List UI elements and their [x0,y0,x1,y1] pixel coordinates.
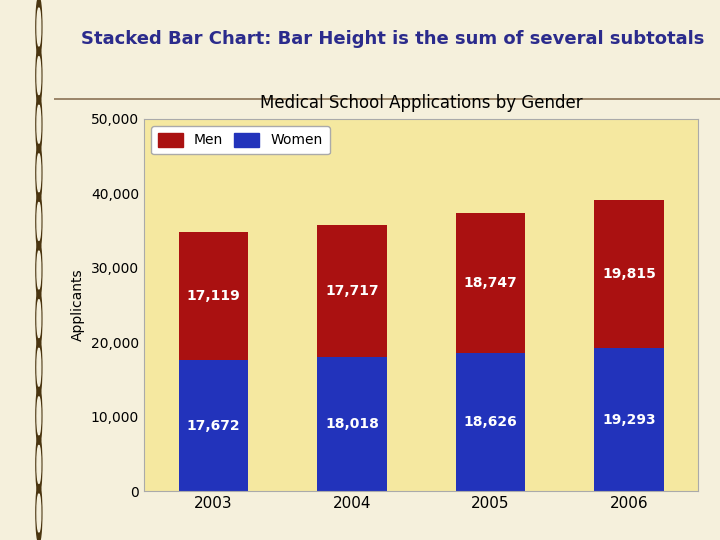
Bar [595,348,664,491]
Legend: Men, Women: Men, Women [151,126,330,154]
Circle shape [37,397,41,435]
Circle shape [36,94,42,154]
Circle shape [37,251,41,289]
Circle shape [36,338,42,397]
Bar [318,357,387,491]
Circle shape [36,46,42,105]
Circle shape [36,483,42,540]
Text: 17,672: 17,672 [186,418,240,433]
Text: 18,747: 18,747 [464,276,518,290]
Circle shape [36,386,42,445]
Circle shape [37,494,41,532]
Circle shape [37,105,41,143]
Circle shape [36,143,42,202]
Circle shape [37,202,41,240]
Circle shape [36,289,42,348]
Circle shape [36,192,42,251]
Bar [318,225,387,357]
Circle shape [37,8,41,46]
Circle shape [37,300,41,338]
Text: 18,626: 18,626 [464,415,518,429]
Bar [456,353,525,491]
Circle shape [37,348,41,386]
Circle shape [36,0,42,57]
Circle shape [36,435,42,494]
Text: 19,815: 19,815 [602,267,656,281]
Bar [595,200,664,348]
Circle shape [37,446,41,483]
Bar [179,360,248,491]
Text: 18,018: 18,018 [325,417,379,431]
Bar [456,213,525,353]
Text: 17,119: 17,119 [186,289,240,303]
Circle shape [37,57,41,94]
Y-axis label: Applicants: Applicants [71,269,86,341]
Title: Medical School Applications by Gender: Medical School Applications by Gender [260,93,582,112]
Text: 17,717: 17,717 [325,284,379,298]
Bar [179,232,248,360]
Text: 19,293: 19,293 [603,413,656,427]
Circle shape [36,240,42,300]
Text: Stacked Bar Chart: Bar Height is the sum of several subtotals: Stacked Bar Chart: Bar Height is the sum… [81,30,704,48]
Circle shape [37,154,41,192]
